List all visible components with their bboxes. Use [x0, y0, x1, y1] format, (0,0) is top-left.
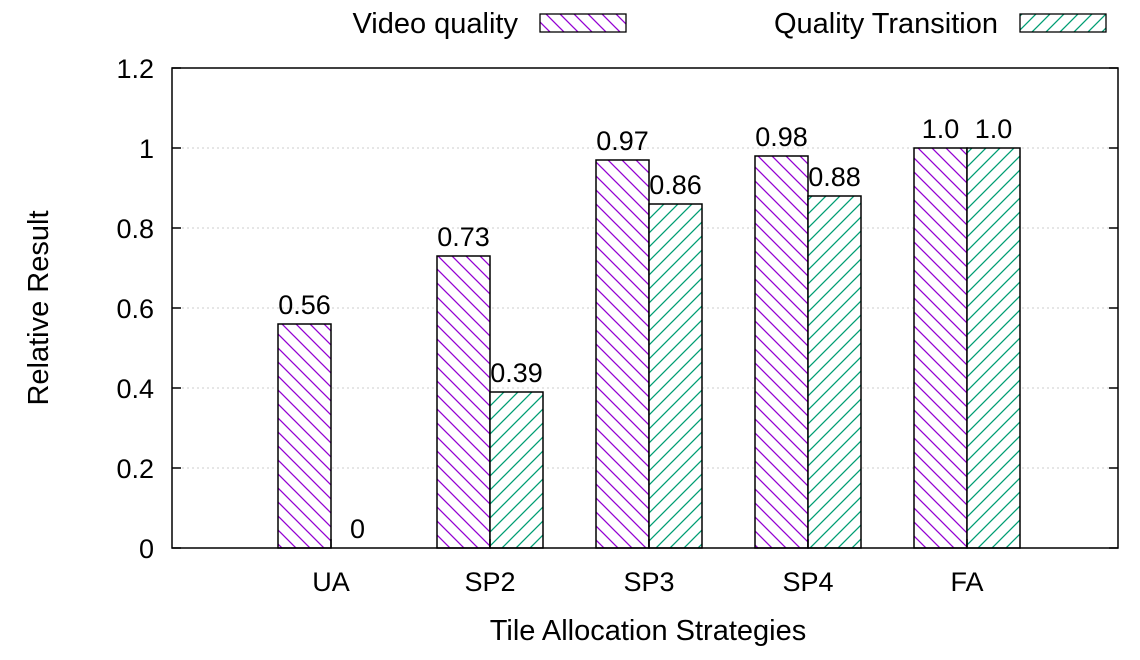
data-label: 0.88	[808, 162, 861, 192]
y-tick-label: 0.2	[116, 454, 154, 484]
data-label: 0	[350, 514, 365, 544]
y-tick-label: 1.2	[116, 54, 154, 84]
bar-quality-transition-sp4	[807, 195, 862, 549]
x-tick-label: SP2	[464, 567, 515, 597]
x-axis-ticks: UA SP2 SP3 SP4 FA	[312, 539, 984, 597]
y-axis-label: Relative Result	[23, 210, 55, 405]
y-tick-label: 0.8	[116, 214, 154, 244]
bars	[277, 147, 1021, 549]
x-axis-label: Tile Allocation Strategies	[490, 615, 806, 647]
bar-video-quality-sp3	[595, 159, 650, 549]
x-tick-label: SP3	[623, 567, 674, 597]
data-labels: 0.56 0.73 0.97 0.98 1.0 0 0.39 0.86 0.88 1.0	[278, 114, 1012, 544]
bar-video-quality-sp4	[754, 155, 809, 549]
data-label: 0.73	[437, 222, 490, 252]
bar-quality-transition-sp3	[648, 203, 703, 549]
x-tick-label: SP4	[782, 567, 833, 597]
data-label: 0.86	[649, 170, 702, 200]
legend-label-video-quality: Video quality	[352, 8, 518, 40]
data-label: 0.39	[490, 358, 543, 388]
data-label: 1.0	[922, 114, 960, 144]
data-label: 0.97	[596, 126, 649, 156]
legend-label-quality-transition: Quality Transition	[774, 8, 998, 40]
bar-video-quality-sp2	[436, 255, 491, 549]
y-tick-label: 1	[139, 134, 154, 164]
bar-video-quality-ua	[277, 323, 332, 549]
bar-quality-transition-sp2	[489, 391, 544, 549]
y-tick-label: 0	[139, 534, 154, 564]
legend-swatch-quality-transition	[1019, 13, 1107, 33]
y-tick-label: 0.4	[116, 374, 154, 404]
legend: Video quality Quality Transition	[352, 8, 1107, 40]
y-axis-ticks: 0 0.2 0.4 0.6 0.8 1 1.2	[116, 54, 1118, 564]
x-tick-label: UA	[312, 567, 350, 597]
bar-quality-transition-fa	[966, 147, 1021, 549]
data-label: 1.0	[975, 114, 1013, 144]
legend-swatch-video-quality	[539, 13, 627, 33]
bar-video-quality-fa	[913, 147, 968, 549]
x-tick-label: FA	[950, 567, 983, 597]
data-label: 0.98	[755, 122, 808, 152]
data-label: 0.56	[278, 290, 331, 320]
y-tick-label: 0.6	[116, 294, 154, 324]
